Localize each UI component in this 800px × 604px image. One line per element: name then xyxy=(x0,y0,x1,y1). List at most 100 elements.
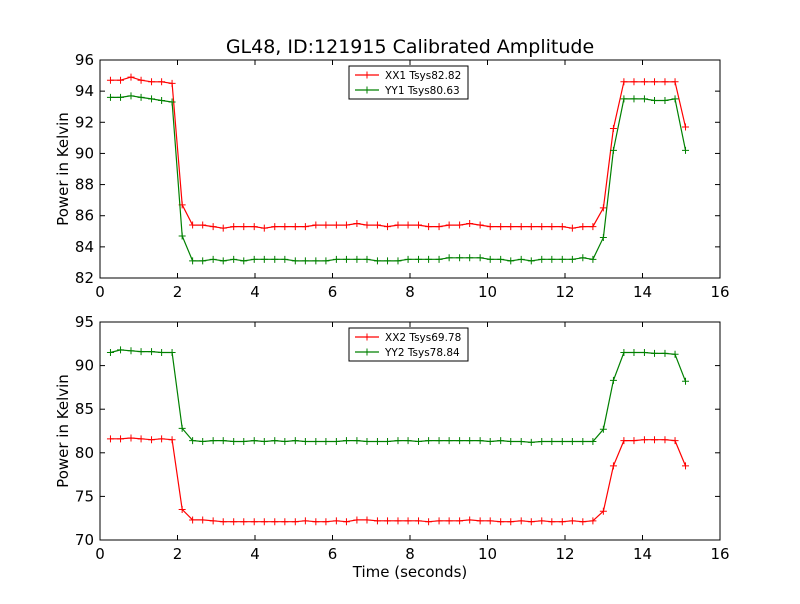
data-point-0-0-30 xyxy=(415,221,423,229)
data-point-1-1-48 xyxy=(599,425,607,433)
data-point-1-0-30 xyxy=(415,517,423,525)
x-tick-label-0-6: 12 xyxy=(555,283,574,301)
data-point-0-0-6 xyxy=(168,79,176,87)
data-point-0-0-27 xyxy=(384,223,392,231)
y-tick-label-1-5: 95 xyxy=(75,313,94,331)
data-point-1-1-50 xyxy=(620,349,628,357)
data-point-1-0-33 xyxy=(445,517,453,525)
x-tick-label-1-7: 14 xyxy=(633,545,652,563)
data-point-0-0-49 xyxy=(609,125,617,133)
data-point-0-1-21 xyxy=(322,257,330,265)
data-point-0-1-23 xyxy=(342,255,350,263)
data-point-0-1-6 xyxy=(168,98,176,106)
data-point-1-0-19 xyxy=(301,517,309,525)
data-point-1-1-9 xyxy=(199,437,207,445)
data-point-0-1-22 xyxy=(332,255,340,263)
data-point-0-1-28 xyxy=(394,257,402,265)
data-point-1-0-22 xyxy=(332,517,340,525)
data-point-0-1-12 xyxy=(230,255,238,263)
data-point-1-1-22 xyxy=(332,437,340,445)
data-point-0-0-55 xyxy=(671,78,679,86)
data-point-0-1-15 xyxy=(260,255,268,263)
data-point-1-0-48 xyxy=(599,507,607,515)
data-point-1-1-11 xyxy=(219,437,227,445)
data-point-0-1-16 xyxy=(271,255,279,263)
legend-label-1-0: XX2 Tsys69.78 xyxy=(385,332,461,344)
data-point-1-1-56 xyxy=(682,377,690,385)
data-point-1-0-45 xyxy=(568,517,576,525)
data-point-0-0-2 xyxy=(127,73,135,81)
data-point-0-0-38 xyxy=(497,223,505,231)
y-tick-label-1-1: 75 xyxy=(75,487,94,505)
data-point-0-1-32 xyxy=(435,255,443,263)
data-point-0-0-47 xyxy=(589,223,597,231)
data-point-0-1-8 xyxy=(189,257,197,265)
data-point-0-0-50 xyxy=(620,78,628,86)
data-point-0-1-35 xyxy=(466,254,474,262)
data-point-0-1-43 xyxy=(548,255,556,263)
data-point-1-1-41 xyxy=(527,438,535,446)
data-point-0-0-44 xyxy=(558,223,566,231)
data-point-0-1-39 xyxy=(507,257,515,265)
data-point-0-1-56 xyxy=(682,146,690,154)
data-point-1-1-7 xyxy=(178,424,186,432)
data-point-1-0-1 xyxy=(117,435,125,443)
data-point-0-0-41 xyxy=(527,223,535,231)
x-axis-label-1: Time (seconds) xyxy=(352,563,468,581)
x-tick-label-0-4: 8 xyxy=(405,283,415,301)
data-point-0-0-46 xyxy=(579,223,587,231)
data-point-0-1-52 xyxy=(640,95,648,103)
data-point-1-1-19 xyxy=(301,437,309,445)
data-point-1-0-11 xyxy=(219,518,227,526)
data-point-0-0-45 xyxy=(568,224,576,232)
data-point-1-0-44 xyxy=(558,518,566,526)
data-point-0-1-19 xyxy=(301,257,309,265)
data-point-1-0-7 xyxy=(178,505,186,513)
data-point-0-1-14 xyxy=(250,255,258,263)
data-point-1-0-6 xyxy=(168,436,176,444)
data-point-0-1-3 xyxy=(137,93,145,101)
data-point-0-1-42 xyxy=(538,255,546,263)
data-point-0-1-25 xyxy=(363,255,371,263)
data-point-0-1-26 xyxy=(373,257,381,265)
x-tick-label-1-8: 16 xyxy=(710,545,729,563)
data-point-1-0-23 xyxy=(342,518,350,526)
x-tick-label-0-1: 2 xyxy=(173,283,183,301)
data-point-1-0-3 xyxy=(137,435,145,443)
data-point-1-0-28 xyxy=(394,517,402,525)
x-tick-label-1-6: 12 xyxy=(555,545,574,563)
x-tick-label-1-4: 8 xyxy=(405,545,415,563)
data-point-0-0-11 xyxy=(219,224,227,232)
data-point-1-0-25 xyxy=(363,516,371,524)
data-point-0-1-49 xyxy=(609,146,617,154)
data-point-1-1-20 xyxy=(312,437,320,445)
data-point-0-0-15 xyxy=(260,224,268,232)
data-point-0-0-4 xyxy=(148,78,156,86)
data-point-1-0-35 xyxy=(466,516,474,524)
data-point-0-1-11 xyxy=(219,257,227,265)
data-point-1-1-14 xyxy=(250,437,258,445)
data-point-1-0-2 xyxy=(127,434,135,442)
data-point-1-0-55 xyxy=(671,437,679,445)
legend-label-1-1: YY2 Tsys78.84 xyxy=(384,347,460,359)
data-point-1-1-6 xyxy=(168,349,176,357)
data-point-1-0-36 xyxy=(476,517,484,525)
data-point-1-0-38 xyxy=(497,518,505,526)
data-point-1-1-37 xyxy=(486,437,494,445)
data-point-1-0-47 xyxy=(589,517,597,525)
data-point-0-0-20 xyxy=(312,221,320,229)
x-tick-label-1-1: 2 xyxy=(173,545,183,563)
data-point-1-1-21 xyxy=(322,437,330,445)
data-point-1-0-32 xyxy=(435,517,443,525)
data-point-1-0-41 xyxy=(527,518,535,526)
data-point-1-0-12 xyxy=(230,518,238,526)
data-point-1-0-31 xyxy=(425,518,433,526)
data-point-1-1-30 xyxy=(415,437,423,445)
y-axis-label-0: Power in Kelvin xyxy=(54,112,72,226)
top-panel: 0 2 4 6 8 10 12 14 16 82 84 86 88 90 92 94 96 Power in Ke… xyxy=(54,51,730,301)
data-point-1-0-51 xyxy=(630,437,638,445)
data-point-0-0-16 xyxy=(271,223,279,231)
data-point-0-1-55 xyxy=(671,95,679,103)
data-point-1-0-52 xyxy=(640,436,648,444)
figure-title: GL48, ID:121915 Calibrated Amplitude xyxy=(226,36,594,58)
